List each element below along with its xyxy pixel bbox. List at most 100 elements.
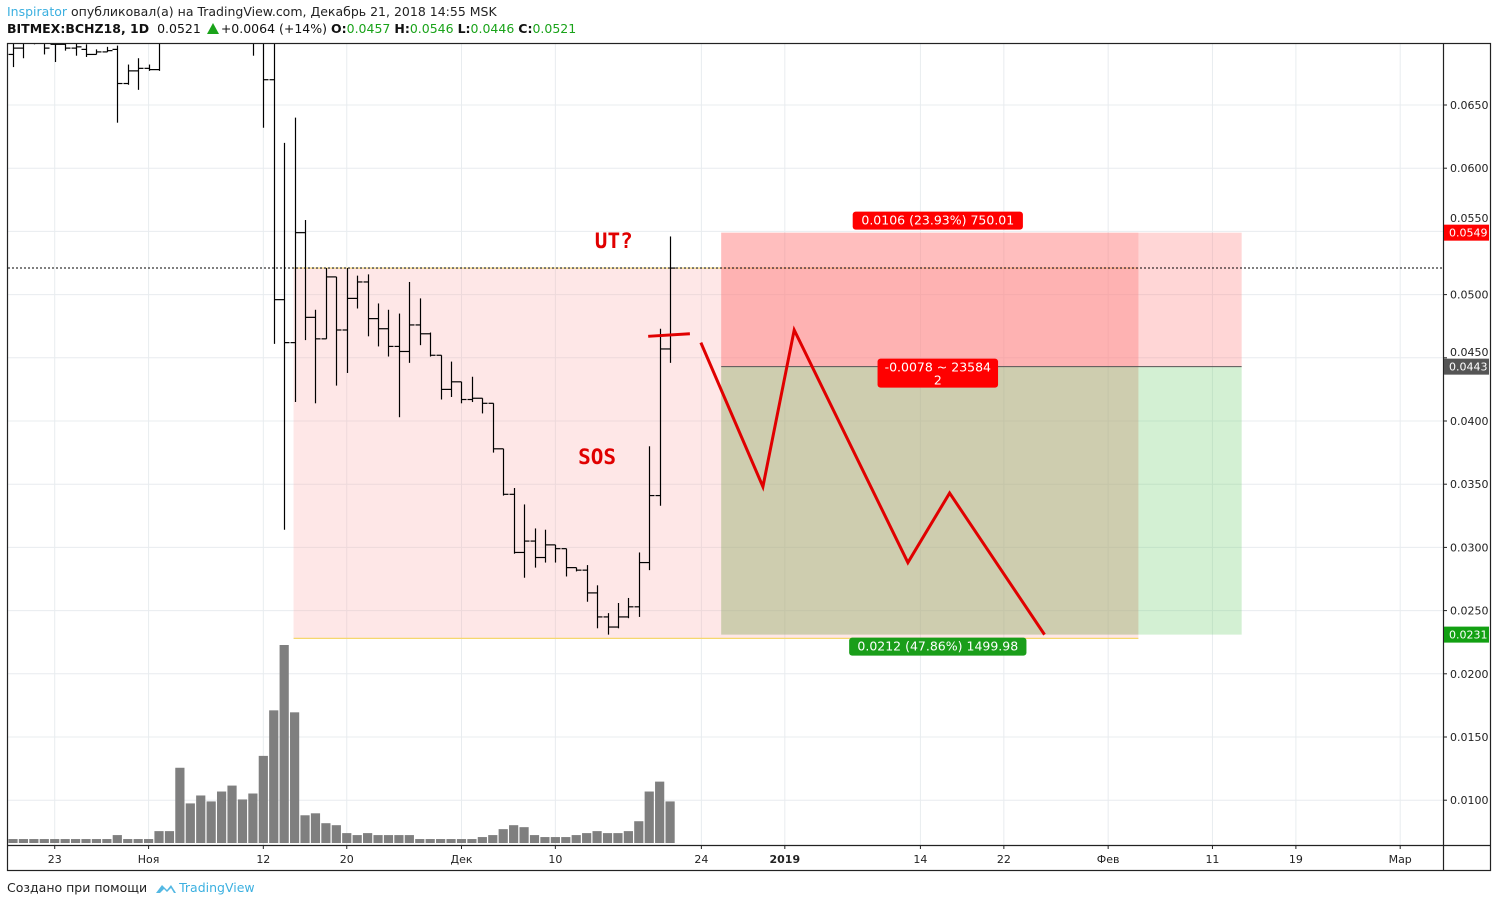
time-tick-label: Фев — [1097, 853, 1120, 866]
volume-bar — [436, 839, 446, 843]
ohlc-bar — [644, 446, 655, 571]
ohlc-bar — [60, 44, 71, 51]
volume-bar — [477, 837, 487, 843]
volume-bar — [342, 833, 352, 843]
price-tick-label: 0.0600 — [1450, 162, 1489, 175]
volume-bar — [655, 781, 665, 843]
volume-bar — [352, 835, 362, 843]
target-price-badge: 0.0231 — [1449, 629, 1488, 642]
ohlc-bar — [176, 0, 186, 29]
volume-bar — [91, 839, 102, 843]
volume-bar — [217, 791, 227, 843]
created-with-text: Создано при помощи — [7, 880, 148, 895]
volume-bar — [123, 839, 133, 843]
ohlc-bar — [613, 603, 624, 629]
tradingview-link[interactable]: TradingView — [179, 880, 255, 895]
volume-bar — [529, 835, 540, 843]
time-tick-label: 14 — [913, 853, 927, 866]
ohlc-bar — [655, 328, 666, 506]
ohlc-bar — [279, 142, 290, 530]
ohlc-bar — [436, 354, 447, 400]
volume-bar — [467, 839, 477, 843]
resistance-mark — [648, 332, 690, 338]
time-tick-label: 10 — [548, 853, 562, 866]
ohlc-bar — [123, 64, 134, 85]
ohlc-bar — [43, 44, 50, 55]
ohlc-bar — [477, 397, 488, 414]
price-change: +0.0064 (+14%) — [220, 21, 328, 36]
volume-bar — [509, 825, 519, 843]
volume-bar — [39, 839, 49, 843]
target-label: 0.0212 (47.86%) 1499.98 — [849, 637, 1027, 656]
close-label: C: — [518, 21, 533, 36]
author-link[interactable]: Inspirator — [7, 4, 68, 19]
range-box — [293, 268, 1139, 639]
stop-label-bg — [852, 211, 1023, 230]
footer: Создано при помощи TradingView — [7, 880, 255, 895]
volume-bar — [425, 839, 435, 843]
position-pnl-label-text: -0.0078 ~ 23584 — [885, 360, 991, 375]
volume-bar — [206, 801, 216, 843]
ohlc-bar — [592, 585, 603, 629]
volume-bar — [70, 839, 81, 843]
projection-zigzag — [699, 325, 1046, 636]
ohlc-bar — [112, 45, 123, 123]
volume-bar — [50, 839, 60, 843]
ohlc-bar — [530, 528, 541, 568]
low-label: L: — [457, 21, 471, 36]
price-tick-label: 0.0400 — [1450, 415, 1489, 428]
open-value: 0.0457 — [346, 21, 391, 36]
open-label: O: — [331, 21, 347, 36]
plot-area[interactable]: UT? SOS 0.0106 (23.93%) 750.01 -0.0078 ~ 23… — [8, 0, 1443, 843]
volume-bar — [133, 839, 143, 843]
target-price-badge-bg — [1444, 626, 1489, 643]
volume-bar — [269, 710, 279, 843]
volume-bar — [373, 835, 383, 843]
volume-bar — [582, 833, 592, 843]
target-zone — [721, 366, 1242, 635]
ohlc-bar — [498, 448, 509, 496]
volume-bar — [592, 831, 602, 843]
volume-bar — [394, 835, 404, 843]
ohlc-bar — [467, 376, 478, 403]
volume-bar — [613, 833, 623, 843]
ohlc-bar — [540, 529, 551, 563]
ohlc-bar — [91, 49, 102, 56]
stop-zone — [721, 232, 1242, 367]
ohlc-bar — [144, 64, 155, 71]
entry-price-badge: 0.0443 — [1449, 361, 1488, 374]
volume-bar — [310, 813, 321, 843]
ohlc-bar — [133, 58, 144, 90]
volume-bar — [561, 837, 571, 843]
ohlc-bar — [197, 6, 207, 31]
ohlc-bar — [456, 381, 467, 404]
ohlc-bar — [310, 309, 321, 404]
price-tick-label: 0.0250 — [1450, 605, 1489, 618]
ohlc-bar — [165, 10, 175, 42]
volume-bar — [634, 821, 644, 843]
ohlc-bar — [50, 44, 61, 63]
volume-bar — [164, 831, 175, 843]
position-pnl-label-bg — [877, 358, 999, 388]
price-tick-label: 0.0350 — [1450, 478, 1489, 491]
price-tick-label: 0.0500 — [1450, 289, 1489, 302]
time-tick-label: 23 — [48, 853, 62, 866]
volume-bar — [175, 767, 185, 843]
time-tick-label: 11 — [1205, 853, 1219, 866]
ohlc-bar — [290, 117, 301, 403]
volume-bar — [456, 839, 467, 843]
volume-bar — [81, 839, 91, 843]
price-tick-label: 0.0650 — [1450, 99, 1489, 112]
volume-bar — [404, 835, 414, 843]
time-tick-label: 19 — [1289, 853, 1303, 866]
stop-price-badge-bg — [1444, 224, 1489, 241]
up-triangle-icon — [206, 23, 219, 34]
time-tick-label: 24 — [694, 853, 708, 866]
target-zone-active — [721, 366, 1139, 635]
low-value: 0.0446 — [470, 21, 515, 36]
ohlc-bar — [363, 274, 374, 337]
annotation-sos: SOS — [578, 445, 616, 469]
ohlc-bar — [603, 613, 614, 635]
